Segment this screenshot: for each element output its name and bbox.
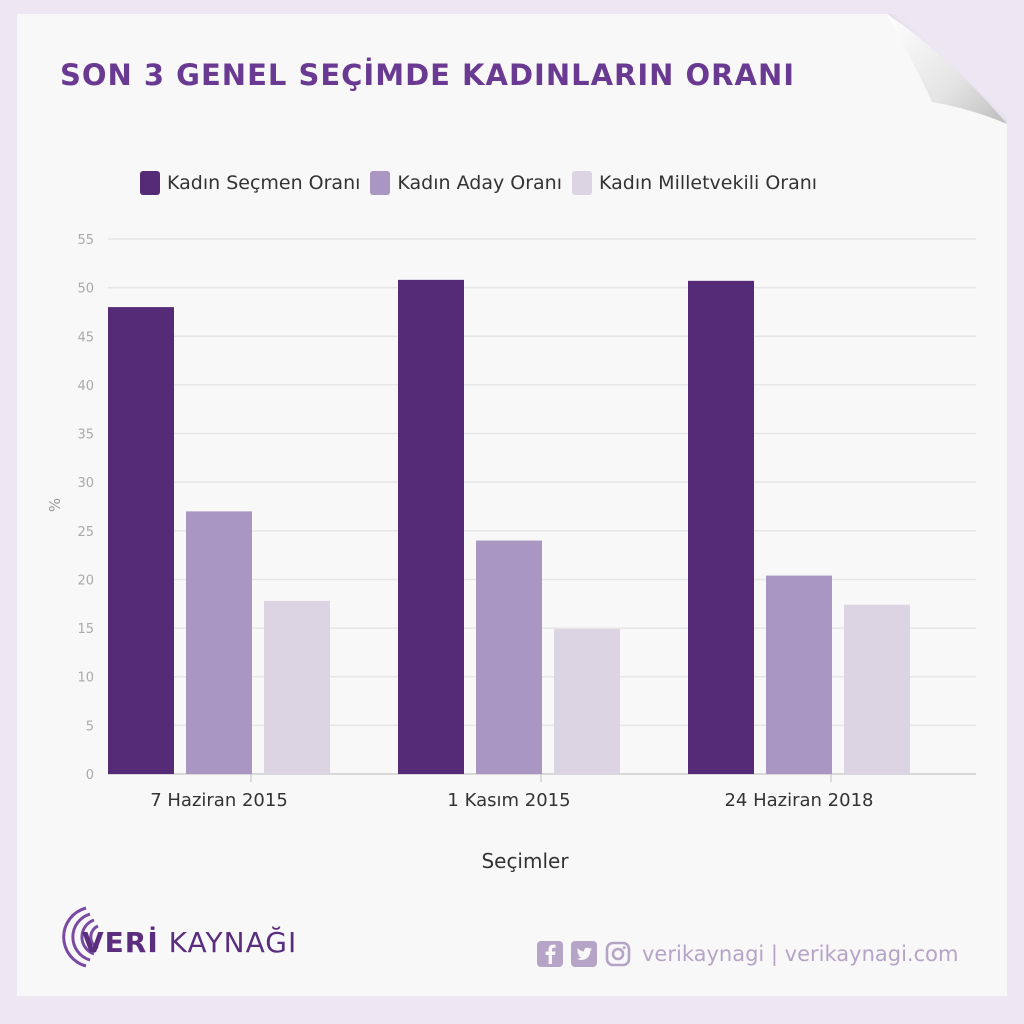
y-tick-label: 0 [86,768,94,783]
y-tick-label: 5 [86,719,94,734]
y-tick-label: 20 [77,573,94,588]
y-tick-label: 10 [77,671,94,686]
x-tick-label: 7 Haziran 2015 [150,790,288,811]
legend: Kadın Seçmen Oranı Kadın Aday Oranı Kadı… [140,171,827,195]
y-tick-label: 25 [77,525,94,540]
y-axis-label: % [46,498,64,512]
legend-label-mp: Kadın Milletvekili Oranı [598,172,818,194]
y-tick-label: 35 [77,428,94,443]
social-links: verikaynagi | verikaynagi.com [536,940,958,968]
legend-swatch-mp [571,171,592,195]
twitter-icon[interactable] [570,940,598,968]
brand-name-rest: KAYNAĞI [158,926,298,959]
legend-item-mp: Kadın Milletvekili Oranı [571,171,818,195]
legend-item-voter: Kadın Seçmen Oranı [140,171,360,195]
legend-swatch-voter [140,171,160,195]
bar [844,604,910,774]
y-tick-label: 45 [77,330,94,345]
x-tick-label: 1 Kasım 2015 [447,790,570,811]
bar [264,600,330,774]
facebook-icon[interactable] [536,940,564,968]
legend-label-candidate: Kadın Aday Oranı [397,172,562,194]
legend-item-candidate: Kadın Aday Oranı [370,171,562,195]
instagram-icon[interactable] [604,940,632,968]
bar [688,280,754,774]
bar [398,279,464,774]
y-tick-label: 40 [77,379,94,394]
veri-kaynagi-logo-icon [62,906,99,968]
brand-name: VERİ KAYNAĞI [82,926,297,959]
bar [554,629,620,774]
y-tick-label: 30 [77,476,94,491]
y-tick-label: 15 [77,622,94,637]
bar [476,540,542,774]
x-tick-label: 24 Haziran 2018 [724,790,873,811]
legend-label-voter: Kadın Seçmen Oranı [167,172,361,194]
bar [186,511,252,774]
bar [108,307,174,774]
axis-labels: 0 5 10 15 20 25 30 35 40 45 50 55 7 Haziran 2015 1 Ka… [77,233,873,811]
social-handle-text[interactable]: verikaynagi | verikaynagi.com [642,942,959,966]
brand-name-bold: VERİ [82,926,159,959]
y-tick-label: 55 [77,233,94,248]
x-axis-label: Seçimler [481,849,569,873]
y-tick-label: 50 [77,282,94,297]
bars [108,279,910,774]
legend-swatch-candidate [370,171,391,195]
chart-title: SON 3 GENEL SEÇİMDE KADINLARIN ORANI [60,58,796,92]
bar [766,575,832,774]
